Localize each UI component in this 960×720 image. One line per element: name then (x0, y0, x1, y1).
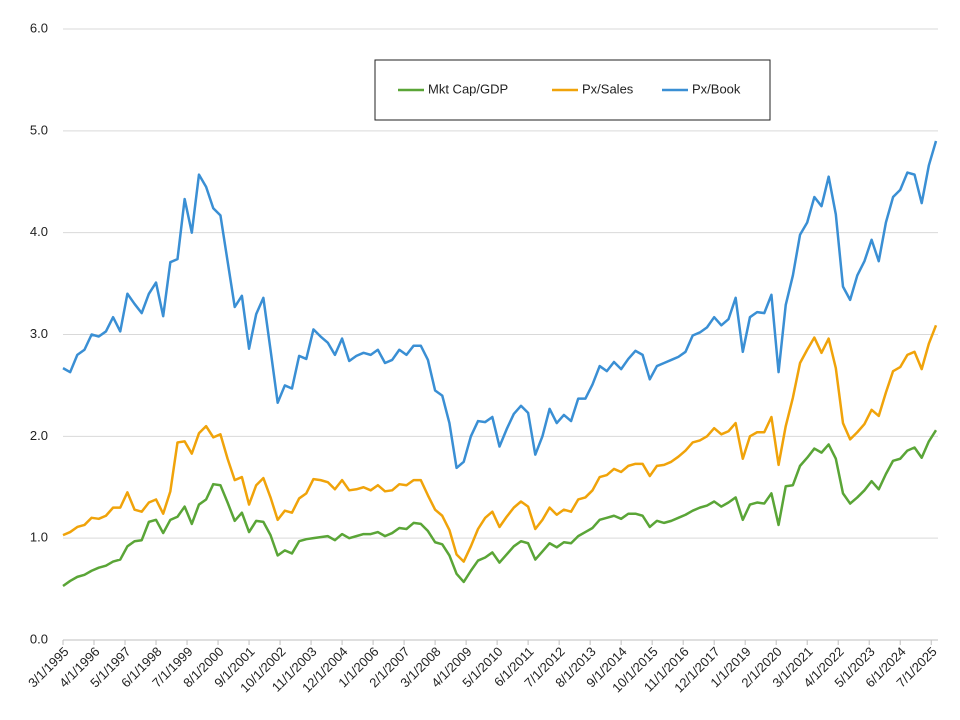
y-tick-label: 1.0 (30, 530, 48, 545)
legend-label: Mkt Cap/GDP (428, 81, 508, 96)
series-line (62, 324, 938, 563)
y-tick-label: 2.0 (30, 428, 48, 443)
legend-label: Px/Book (692, 81, 741, 96)
y-tick-label: 6.0 (30, 20, 48, 35)
y-tick-label: 3.0 (30, 326, 48, 341)
y-tick-label: 5.0 (30, 122, 48, 137)
y-tick-label: 4.0 (30, 224, 48, 239)
y-tick-label: 0.0 (30, 631, 48, 646)
series-line (62, 140, 938, 470)
series-line (62, 429, 938, 588)
legend-label: Px/Sales (582, 81, 634, 96)
